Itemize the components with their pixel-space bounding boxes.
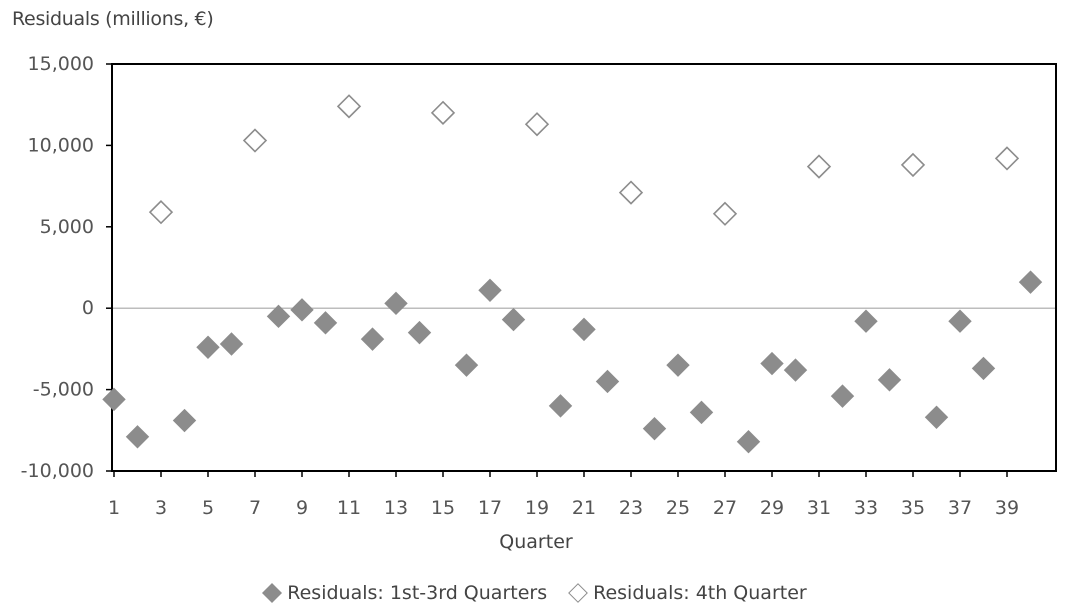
filled-diamond-icon xyxy=(262,583,283,603)
data-point-1st-3rd xyxy=(548,394,573,418)
data-point-1st-3rd xyxy=(595,369,620,394)
y-tick-label: 10,000 xyxy=(28,134,94,156)
data-point-1st-3rd xyxy=(736,429,761,454)
x-tick-label: 5 xyxy=(202,497,214,519)
x-tick-label: 27 xyxy=(713,497,737,519)
x-tick-label: 19 xyxy=(525,497,549,519)
open-diamond-icon xyxy=(568,583,589,603)
legend-label-4th: Residuals: 4th Quarter xyxy=(593,582,807,604)
data-point-1st-3rd xyxy=(501,307,526,332)
x-tick-label: 25 xyxy=(666,497,690,519)
legend: Residuals: 1st-3rd Quarters Residuals: 4… xyxy=(0,582,1072,604)
x-tick-label: 9 xyxy=(296,497,308,519)
x-tick-label: 21 xyxy=(572,497,596,519)
data-point-1st-3rd xyxy=(854,309,878,333)
data-point-1st-3rd xyxy=(1018,270,1043,294)
y-axis-label: Residuals (millions, €) xyxy=(12,8,214,30)
x-tick-label: 7 xyxy=(249,497,261,519)
x-axis-label: Quarter xyxy=(499,531,573,553)
data-point-1st-3rd xyxy=(830,384,855,408)
data-point-1st-3rd xyxy=(407,320,432,345)
x-tick-label: 29 xyxy=(760,497,784,519)
x-tick-label: 15 xyxy=(431,497,455,519)
data-point-4th xyxy=(336,94,362,119)
data-point-1st-3rd xyxy=(102,387,126,412)
data-point-1st-3rd xyxy=(948,309,972,333)
x-tick-label: 1 xyxy=(108,497,120,519)
data-point-1st-3rd xyxy=(971,356,996,381)
data-point-4th xyxy=(242,128,268,153)
x-tick-label: 33 xyxy=(854,497,878,519)
data-point-1st-3rd xyxy=(783,358,808,382)
data-point-4th xyxy=(994,146,1020,171)
legend-label-1st-3rd: Residuals: 1st-3rd Quarters xyxy=(287,582,548,604)
data-point-1st-3rd xyxy=(454,353,479,377)
data-point-4th xyxy=(712,201,738,226)
data-point-4th xyxy=(618,180,644,205)
data-point-1st-3rd xyxy=(666,353,690,377)
plot-frame xyxy=(111,63,1057,472)
data-point-1st-3rd xyxy=(478,278,502,302)
x-tick-label: 31 xyxy=(807,497,831,519)
data-point-1st-3rd xyxy=(924,405,949,429)
y-tick-label: 0 xyxy=(82,297,94,319)
y-tick-label: -5,000 xyxy=(33,379,94,401)
data-point-4th xyxy=(430,100,456,125)
y-tick-label: 15,000 xyxy=(28,53,94,75)
data-point-1st-3rd xyxy=(384,291,408,316)
data-point-1st-3rd xyxy=(290,298,314,322)
data-point-1st-3rd xyxy=(642,416,667,441)
data-point-1st-3rd xyxy=(125,425,150,449)
data-point-1st-3rd xyxy=(196,335,220,359)
x-tick-label: 35 xyxy=(901,497,925,519)
data-point-1st-3rd xyxy=(572,317,596,342)
data-point-1st-3rd xyxy=(313,311,338,335)
x-tick-label: 23 xyxy=(619,497,643,519)
x-tick-label: 17 xyxy=(478,497,502,519)
data-point-1st-3rd xyxy=(360,327,385,351)
x-tick-label: 37 xyxy=(948,497,972,519)
data-point-1st-3rd xyxy=(172,408,197,433)
legend-item-1st-3rd: Residuals: 1st-3rd Quarters xyxy=(262,582,548,604)
data-point-1st-3rd xyxy=(877,368,902,392)
data-point-4th xyxy=(806,154,832,179)
data-point-1st-3rd xyxy=(689,400,714,425)
data-point-4th xyxy=(900,152,926,178)
y-tick-label: 5,000 xyxy=(40,216,94,238)
x-tick-label: 11 xyxy=(337,497,361,519)
x-tick-label: 13 xyxy=(384,497,408,519)
data-point-1st-3rd xyxy=(760,351,784,376)
legend-item-4th: Residuals: 4th Quarter xyxy=(568,582,807,604)
x-tick-label: 39 xyxy=(995,497,1019,519)
data-point-4th xyxy=(524,112,550,137)
data-point-4th xyxy=(148,200,174,225)
data-point-1st-3rd xyxy=(266,304,291,329)
y-tick-label: -10,000 xyxy=(21,460,94,482)
x-tick-label: 3 xyxy=(155,497,167,519)
data-point-1st-3rd xyxy=(219,332,244,356)
